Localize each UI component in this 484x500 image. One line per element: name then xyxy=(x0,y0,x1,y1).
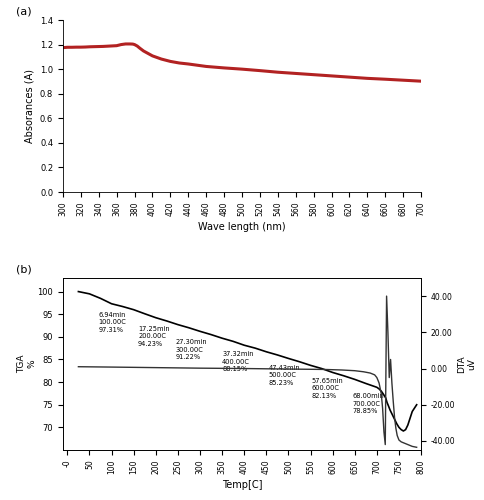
Text: 37.32min
400.00C
88.15%: 37.32min 400.00C 88.15% xyxy=(222,352,254,372)
Y-axis label: DTA
uV: DTA uV xyxy=(457,355,476,373)
Text: (b): (b) xyxy=(16,264,32,274)
X-axis label: Wave length (nm): Wave length (nm) xyxy=(198,222,286,232)
X-axis label: Temp[C]: Temp[C] xyxy=(222,480,262,490)
Text: 6.94min
100.00C
97.31%: 6.94min 100.00C 97.31% xyxy=(98,312,126,333)
Text: 57.65min
600.00C
82.13%: 57.65min 600.00C 82.13% xyxy=(312,378,344,398)
Text: 17.25min
200.00C
94.23%: 17.25min 200.00C 94.23% xyxy=(138,326,170,346)
Y-axis label: TGA
%: TGA % xyxy=(16,355,36,373)
Text: (a): (a) xyxy=(16,6,32,16)
Y-axis label: Absorances (A): Absorances (A) xyxy=(24,69,34,143)
Text: 27.30min
300.00C
91.22%: 27.30min 300.00C 91.22% xyxy=(176,339,207,360)
Text: 47.43min
500.00C
85.23%: 47.43min 500.00C 85.23% xyxy=(269,365,300,386)
Text: 68.00min
700.00C
78.85%: 68.00min 700.00C 78.85% xyxy=(352,394,384,414)
